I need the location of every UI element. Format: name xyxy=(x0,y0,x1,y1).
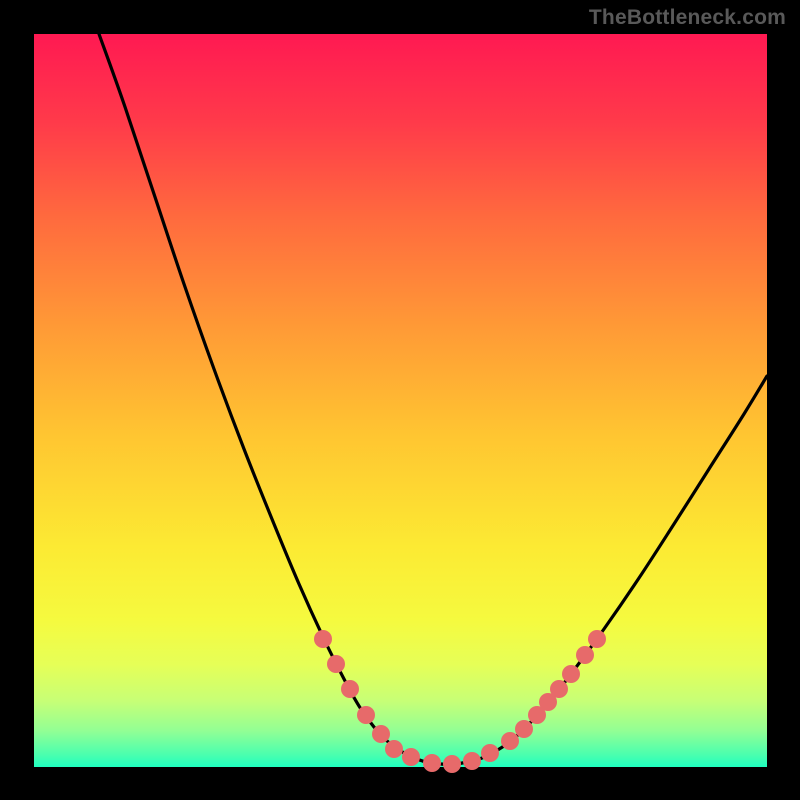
marker-point xyxy=(501,732,519,750)
marker-point xyxy=(327,655,345,673)
plot-area xyxy=(34,34,767,767)
marker-point xyxy=(314,630,332,648)
marker-point xyxy=(550,680,568,698)
marker-point xyxy=(481,744,499,762)
marker-point xyxy=(515,720,533,738)
curve-layer xyxy=(34,34,767,767)
marker-point xyxy=(341,680,359,698)
marker-point xyxy=(562,665,580,683)
watermark-label: TheBottleneck.com xyxy=(589,6,786,30)
marker-point xyxy=(576,646,594,664)
marker-point xyxy=(463,752,481,770)
marker-point xyxy=(443,755,461,773)
marker-point xyxy=(385,740,403,758)
marker-point xyxy=(357,706,375,724)
marker-point xyxy=(588,630,606,648)
v-curve xyxy=(99,34,767,764)
marker-point xyxy=(402,748,420,766)
marker-point xyxy=(423,754,441,772)
chart-canvas: TheBottleneck.com xyxy=(0,0,800,800)
marker-point xyxy=(372,725,390,743)
